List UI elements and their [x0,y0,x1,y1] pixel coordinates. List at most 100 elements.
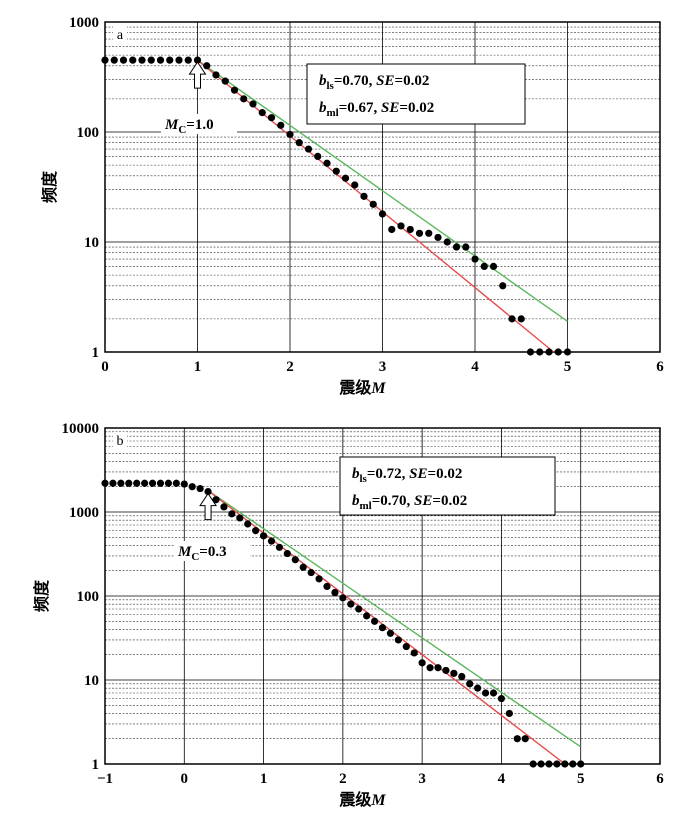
data-point [331,588,339,597]
x-tick-label: 6 [656,359,664,375]
fit-line-red [207,490,566,765]
y-axis-label: 频度 [40,170,59,203]
stats-line: bml=0.70, SE=0.02 [352,493,467,512]
y-tick-label: 1 [92,757,100,773]
data-point [355,605,363,613]
data-point [304,145,313,153]
data-point [513,735,521,743]
x-tick-label: 6 [656,771,664,787]
data-point [426,664,434,672]
mc-label: MC=0.3 [177,544,227,563]
data-point [275,543,284,551]
plot-frame [104,427,661,765]
data-point [180,480,188,488]
data-point [360,192,368,200]
data-point [370,617,379,625]
data-point [172,479,180,487]
x-tick-label: 3 [379,359,387,375]
stats-line: bls=0.70, SE=0.02 [319,73,429,92]
mc-label: MC=1.0 [164,117,214,136]
x-axis-label: 震级M [338,790,386,809]
data-point [249,100,257,108]
data-point [175,56,183,64]
data-point [458,672,466,681]
plot-frame [104,21,661,353]
chart-panel-b: −1 0 1 2 3 4 5 6 1 10 100 1000 10000 震级M 频度 b MC=0.3 bls=… [32,421,664,809]
data-point [267,537,276,545]
x-tick-label: 0 [181,771,189,787]
data-point [117,479,125,487]
data-point [545,760,553,768]
data-point [156,479,165,487]
y-tick-label: 10 [84,235,99,251]
data-point [394,636,402,644]
y-axis-label: 频度 [32,579,51,612]
data-point [148,479,157,487]
data-point [147,56,155,64]
data-point [295,139,303,147]
data-point [489,689,498,697]
data-point [119,56,128,64]
data-point [388,225,396,234]
data-point [434,664,442,672]
data-point [569,760,577,768]
data-point [363,612,371,620]
data-point [499,282,507,290]
data-point [110,56,118,64]
data-point [410,649,418,657]
data-point [236,514,244,522]
data-point [323,159,331,167]
data-point [561,760,569,768]
data-point [508,315,516,323]
data-point [529,760,537,768]
y-tick-label: 10000 [62,421,100,437]
data-point [369,200,377,208]
data-point [138,56,146,64]
panel-letter-bg [113,432,127,448]
data-point [471,255,479,263]
x-tick-label: 1 [260,771,268,787]
data-point [466,680,474,688]
y-tick-label: 1 [92,345,100,361]
fit-line-green [207,489,582,748]
data-point [481,689,490,697]
data-point [505,709,513,718]
data-point [563,348,572,356]
data-point [332,167,340,175]
y-tick-label: 100 [77,125,100,141]
data-point [341,174,350,182]
y-tick-label: 100 [77,589,100,605]
data-point [386,629,395,637]
data-point [553,760,561,768]
panel-letter-bg [113,26,127,42]
data-point [406,225,414,234]
data-point [259,532,268,540]
x-tick-label: 4 [498,771,506,787]
data-point [193,56,202,64]
x-tick-label: 3 [418,771,426,787]
data-point [203,62,211,70]
x-tick-label: 2 [339,771,347,787]
data-point [196,484,204,493]
x-tick-label: 5 [577,771,585,787]
mc-arrow [199,492,218,521]
data-point [252,527,260,535]
data-point [378,624,387,632]
data-point [228,510,236,518]
x-tick-label: 2 [286,359,294,375]
data-point [286,130,294,139]
stats-line: bml=0.67, SE=0.02 [319,100,434,119]
data-point [443,238,451,246]
data-point [545,348,553,356]
data-point [212,496,220,504]
data-point [450,669,458,677]
data-point [141,479,149,487]
data-point [267,114,276,122]
data-point [212,71,220,79]
data-point [418,659,426,667]
data-point [101,56,109,64]
data-point [204,487,212,496]
y-tick-label: 1000 [69,505,99,521]
data-point [133,479,141,487]
